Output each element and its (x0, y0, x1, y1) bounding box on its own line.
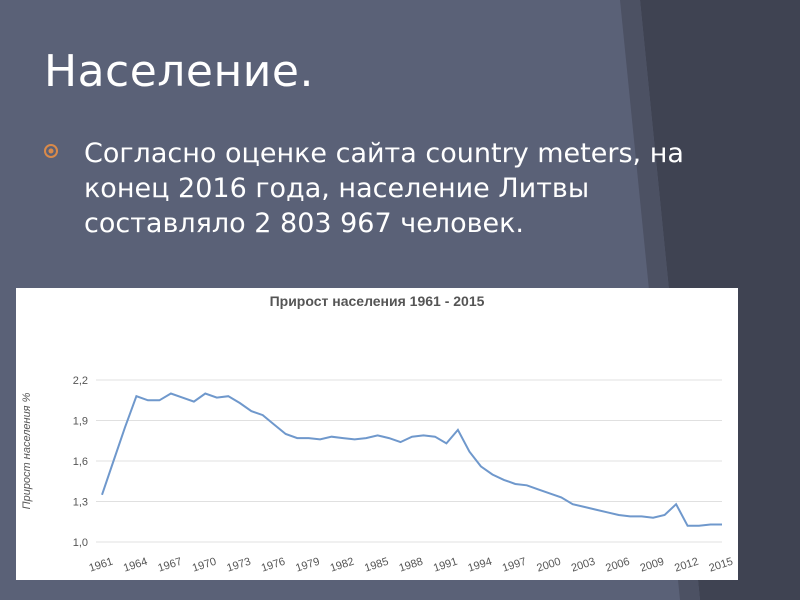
x-tick-label: 1991 (432, 556, 459, 575)
y-tick-label: 2,2 (73, 375, 88, 387)
x-tick-label: 2009 (639, 556, 666, 575)
x-tick-label: 2015 (708, 556, 735, 575)
x-tick-label: 1967 (156, 556, 183, 575)
x-tick-label: 1979 (294, 556, 321, 575)
y-tick-label: 1,9 (73, 416, 88, 428)
x-tick-label: 1961 (88, 556, 115, 575)
x-tick-label: 1985 (363, 556, 390, 575)
x-tick-label: 2006 (604, 556, 631, 575)
y-tick-label: 1,3 (73, 497, 88, 509)
bullet-item: Согласно оценке сайта country meters, на… (44, 136, 684, 241)
y-tick-label: 1,0 (73, 537, 88, 549)
x-tick-label: 1964 (122, 556, 149, 575)
population-growth-chart: Прирост населения 1961 - 2015 1,0 1,3 1,6 1… (16, 288, 738, 580)
x-tick-label: 1970 (191, 556, 218, 575)
bullet-ring-icon (44, 144, 58, 158)
x-tick-label: 1973 (225, 556, 252, 575)
x-tick-label: 1994 (466, 556, 493, 575)
x-tick-label: 1988 (398, 556, 425, 575)
x-tick-label: 2000 (535, 556, 562, 575)
series-line (101, 392, 722, 527)
x-tick-label: 1976 (260, 556, 287, 575)
x-tick-label: 2003 (570, 556, 597, 575)
slide-title: Население. (44, 46, 314, 97)
bullet-text: Согласно оценке сайта country meters, на… (84, 138, 684, 239)
y-tick-label: 1,6 (73, 456, 88, 468)
y-axis-label: Прирост населения % (21, 392, 33, 509)
chart-title: Прирост населения 1961 - 2015 (270, 293, 485, 309)
x-tick-label: 2012 (673, 556, 700, 575)
x-tick-label: 1997 (501, 556, 528, 575)
x-tick-label: 1982 (329, 556, 356, 575)
chart-svg: Прирост населения 1961 - 2015 1,0 1,3 1,6 1… (21, 293, 735, 575)
